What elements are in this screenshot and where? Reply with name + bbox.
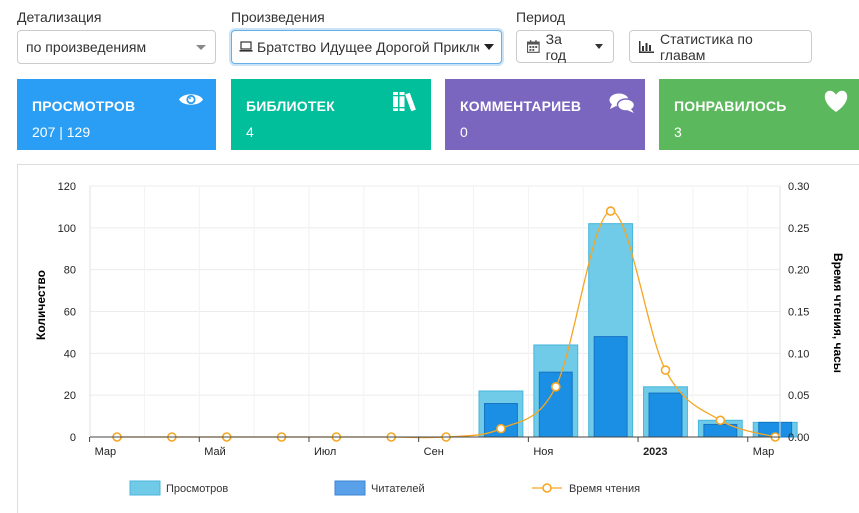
y2-tick-label: 0.20 xyxy=(788,265,809,277)
reading-time-point xyxy=(496,423,506,434)
detail-select[interactable]: по произведениям xyxy=(17,30,216,64)
y-tick-label: 120 xyxy=(58,181,76,193)
reading-time-point xyxy=(715,415,726,426)
libraries-card-value: 4 xyxy=(246,124,254,140)
x-tick-label: Сен xyxy=(424,446,444,458)
legend-views-label: Просмотров xyxy=(166,483,228,495)
chevron-down-icon xyxy=(196,45,206,50)
legend-time-label: Время чтения xyxy=(569,483,640,495)
work-filter-label: Произведения xyxy=(231,9,325,25)
libraries-card: БИБЛИОТЕК 4 xyxy=(231,79,431,150)
bar-chart-icon xyxy=(639,40,654,53)
books-icon xyxy=(393,92,416,112)
likes-card: ПОНРАВИЛОСЬ 3 xyxy=(659,79,859,150)
detail-filter-label: Детализация xyxy=(17,9,102,25)
caret-down-icon xyxy=(595,44,603,49)
work-select-value: Братство Идущее Дорогой Приклю xyxy=(257,39,479,55)
y2-tick-label: 0.10 xyxy=(788,348,809,360)
x-tick-label: Мар xyxy=(753,446,775,458)
y-tick-label: 20 xyxy=(64,390,76,402)
legend-readers-swatch xyxy=(334,480,366,496)
x-tick-label: 2023 xyxy=(643,446,667,458)
y2-axis-title: Время чтения, часы xyxy=(831,253,845,373)
calendar-icon xyxy=(527,40,540,53)
readers-bars xyxy=(483,336,793,438)
heart-icon xyxy=(824,90,848,112)
y-tick-label: 80 xyxy=(64,265,76,277)
x-tick-label: Мар xyxy=(95,446,117,458)
likes-card-value: 3 xyxy=(674,124,682,140)
caret-down-icon xyxy=(484,44,494,50)
x-tick-label: Июл xyxy=(314,446,336,458)
chapter-stats-button[interactable]: Статистика по главам xyxy=(629,30,812,63)
y2-tick-label: 0.15 xyxy=(788,307,809,319)
legend-time-marker xyxy=(542,483,552,493)
chart-legend: Просмотров Читателей Время чтения xyxy=(129,480,640,496)
comments-card: КОММЕНТАРИЕВ 0 xyxy=(445,79,645,150)
reading-time-point xyxy=(605,206,616,216)
y2-tick-label: 0.00 xyxy=(788,432,809,444)
y-tick-label: 0 xyxy=(70,432,76,444)
x-tick-label: Май xyxy=(204,446,226,458)
y2-tick-label: 0.30 xyxy=(788,181,809,193)
statistics-chart: 0 20 40 60 80 100 120 0.00 0.05 0.10 0.15 0.20 0.25 0… xyxy=(34,181,845,496)
readers-bar xyxy=(593,336,628,438)
y-tick-label: 60 xyxy=(64,307,76,319)
y2-tick-label: 0.25 xyxy=(788,223,809,235)
legend-views-swatch xyxy=(129,480,161,496)
views-card: ПРОСМОТРОВ 207 | 129 xyxy=(17,79,216,150)
reading-time-point xyxy=(550,382,561,392)
y-tick-label: 40 xyxy=(64,348,76,360)
period-value: За год xyxy=(545,30,567,63)
libraries-card-title: БИБЛИОТЕК xyxy=(246,98,335,114)
comments-card-title: КОММЕНТАРИЕВ xyxy=(460,98,582,114)
y-tick-label: 100 xyxy=(58,223,76,235)
y-axis-title: Количество xyxy=(34,270,48,340)
period-dropdown-button[interactable]: За год xyxy=(516,30,614,63)
comments-card-value: 0 xyxy=(460,124,468,140)
period-filter-label: Период xyxy=(516,9,566,25)
reading-time-point xyxy=(660,365,671,375)
comments-icon xyxy=(609,93,635,113)
readers-bar xyxy=(648,392,683,438)
chapter-stats-label: Статистика по главам xyxy=(659,30,753,63)
laptop-icon xyxy=(239,41,253,52)
chart-panel: 0 20 40 60 80 100 120 0.00 0.05 0.10 0.15 0.20 0.25 0… xyxy=(17,164,859,513)
views-card-value: 207 | 129 xyxy=(32,124,91,140)
likes-card-title: ПОНРАВИЛОСЬ xyxy=(674,98,787,114)
legend-readers-label: Читателей xyxy=(371,483,425,495)
detail-select-value: по произведениям xyxy=(26,39,147,55)
y2-tick-label: 0.05 xyxy=(788,390,809,402)
work-select[interactable]: Братство Идущее Дорогой Приклю xyxy=(231,30,502,64)
chart-axes: 0 20 40 60 80 100 120 0.00 0.05 0.10 0.15 0.20 0.25 0… xyxy=(58,181,810,458)
views-card-title: ПРОСМОТРОВ xyxy=(32,98,136,114)
x-tick-label: Ноя xyxy=(533,446,553,458)
eye-icon xyxy=(179,94,203,105)
